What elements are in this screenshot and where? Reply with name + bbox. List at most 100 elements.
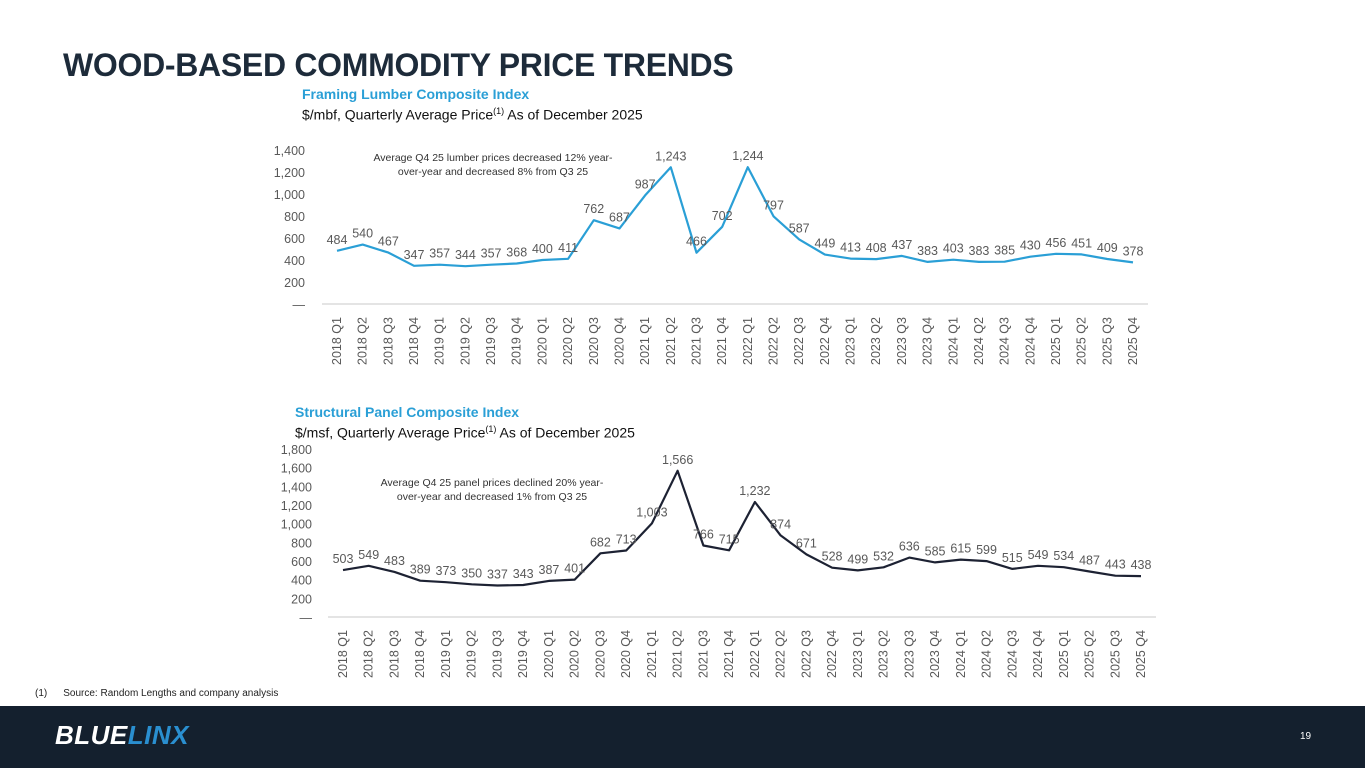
lumber-category-label: 2024 Q2 [972, 317, 986, 365]
page-number: 19 [1300, 731, 1312, 742]
lumber-category-label: 2025 Q4 [1126, 317, 1140, 365]
lumber-chart-heading: Framing Lumber Composite Index $/mbf, Qu… [302, 86, 643, 124]
panel-category-label: 2022 Q1 [748, 630, 762, 678]
panel-category-label: 2022 Q2 [774, 630, 788, 678]
panel-category-label: 2018 Q4 [413, 630, 427, 678]
panel-data-label: 1,232 [739, 484, 770, 498]
panel-data-label: 549 [358, 548, 379, 562]
lumber-category-label: 2025 Q2 [1075, 317, 1089, 365]
panel-data-label: 389 [410, 563, 431, 577]
lumber-data-label: 357 [429, 247, 450, 261]
lumber-ytick-label: 200 [284, 276, 305, 290]
lumber-category-label: 2018 Q4 [407, 317, 421, 365]
panel-category-label: 2020 Q2 [568, 630, 582, 678]
panel-data-label: 599 [976, 543, 997, 557]
panel-data-label: 715 [719, 532, 740, 546]
lumber-category-label: 2025 Q3 [1100, 317, 1114, 365]
lumber-data-label: 987 [635, 177, 656, 191]
lumber-category-label: 2020 Q4 [612, 317, 626, 365]
lumber-data-label: 587 [789, 221, 810, 235]
lumber-category-label: 2024 Q4 [1023, 317, 1037, 365]
lumber-data-label: 1,244 [732, 149, 763, 163]
panel-data-label: 682 [590, 535, 611, 549]
panel-chart: — 200 400 600 800 1,000 1,200 1,400 1,600 1,800 50… [281, 443, 1156, 678]
lumber-data-label: 347 [404, 248, 425, 262]
lumber-annotation: Average Q4 25 lumber prices decreased 12… [373, 152, 613, 164]
lumber-ytick-label: 1,400 [274, 144, 305, 158]
lumber-data-label: 409 [1097, 241, 1118, 255]
panel-category-label: 2018 Q2 [362, 630, 376, 678]
panel-category-label: 2021 Q4 [722, 630, 736, 678]
lumber-data-label: 368 [506, 246, 527, 260]
panel-data-label: 528 [822, 550, 843, 564]
panel-ytick-label: 600 [291, 555, 312, 569]
lumber-category-label: 2025 Q1 [1049, 317, 1063, 365]
lumber-category-label: 2018 Q2 [356, 317, 370, 365]
lumber-chart: — 200 400 600 800 1,000 1,200 1,400 484 540 467 347… [274, 144, 1148, 365]
footnote-text: Source: Random Lengths and company analy… [63, 688, 279, 699]
lumber-category-label: 2022 Q1 [741, 317, 755, 365]
panel-data-label: 387 [539, 563, 560, 577]
panel-ytick-label: 200 [291, 592, 312, 606]
lumber-category-label: 2020 Q2 [561, 317, 575, 365]
lumber-series-line [336, 166, 1134, 268]
panel-category-label: 2018 Q1 [336, 630, 350, 678]
panel-ytick-label: 1,200 [281, 499, 312, 513]
panel-category-label: 2023 Q4 [928, 630, 942, 678]
lumber-data-label: 408 [866, 241, 887, 255]
lumber-data-label: 430 [1020, 239, 1041, 253]
panel-data-label: 350 [461, 566, 482, 580]
panel-category-label: 2019 Q1 [439, 630, 453, 678]
panel-category-label: 2024 Q2 [980, 630, 994, 678]
lumber-category-label: 2021 Q1 [638, 317, 652, 365]
lumber-data-label: 451 [1071, 236, 1092, 250]
lumber-ytick-label: 800 [284, 210, 305, 224]
lumber-category-label: 2023 Q3 [895, 317, 909, 365]
panel-ytick-label: 1,000 [281, 518, 312, 532]
panel-category-label: 2021 Q3 [696, 630, 710, 678]
panel-data-label: 671 [796, 536, 817, 550]
lumber-data-label: 344 [455, 248, 476, 262]
lumber-category-label: 2018 Q1 [330, 317, 344, 365]
panel-annotation: Average Q4 25 panel prices declined 20% … [381, 477, 604, 489]
panel-data-label: 713 [616, 532, 637, 546]
lumber-data-label: 413 [840, 241, 861, 255]
lumber-category-label: 2019 Q3 [484, 317, 498, 365]
lumber-category-label: 2019 Q4 [510, 317, 524, 365]
panel-category-label: 2018 Q3 [387, 630, 401, 678]
panel-category-label: 2020 Q3 [593, 630, 607, 678]
panel-data-label: 615 [950, 542, 971, 556]
panel-data-label: 483 [384, 554, 405, 568]
panel-annotation: over-year and decreased 1% from Q3 25 [397, 491, 587, 503]
panel-category-label: 2019 Q3 [490, 630, 504, 678]
bluelinx-logo: BLUELINX [55, 720, 190, 750]
lumber-category-label: 2021 Q2 [664, 317, 678, 365]
panel-ytick-label: 1,400 [281, 480, 312, 494]
panel-category-label: 2020 Q4 [619, 630, 633, 678]
lumber-ytick-label: 600 [284, 232, 305, 246]
panel-data-label: 874 [770, 517, 791, 531]
lumber-data-label: 702 [712, 209, 733, 223]
lumber-data-label: 449 [814, 237, 835, 251]
lumber-annotation: over-year and decreased 8% from Q3 25 [398, 166, 588, 178]
panel-data-label: 549 [1028, 548, 1049, 562]
lumber-ytick-label: 400 [284, 254, 305, 268]
lumber-chart-title: Framing Lumber Composite Index [302, 86, 530, 102]
panel-category-label: 2025 Q1 [1057, 630, 1071, 678]
lumber-data-label: 403 [943, 242, 964, 256]
panel-category-label: 2025 Q2 [1083, 630, 1097, 678]
panel-ytick-label: — [300, 611, 313, 625]
lumber-data-label: 466 [686, 235, 707, 249]
panel-data-label: 636 [899, 540, 920, 554]
panel-data-label: 401 [564, 562, 585, 576]
lumber-category-label: 2022 Q3 [792, 317, 806, 365]
lumber-category-label: 2023 Q4 [921, 317, 935, 365]
footer-bar: BLUELINX 19 [0, 706, 1365, 768]
panel-category-label: 2021 Q2 [671, 630, 685, 678]
panel-category-label: 2024 Q3 [1005, 630, 1019, 678]
footnote: (1) Source: Random Lengths and company an… [35, 688, 278, 699]
lumber-data-label: 378 [1123, 244, 1144, 258]
lumber-data-label: 540 [352, 227, 373, 241]
panel-ytick-label: 800 [291, 536, 312, 550]
panel-data-label: 373 [436, 564, 457, 578]
